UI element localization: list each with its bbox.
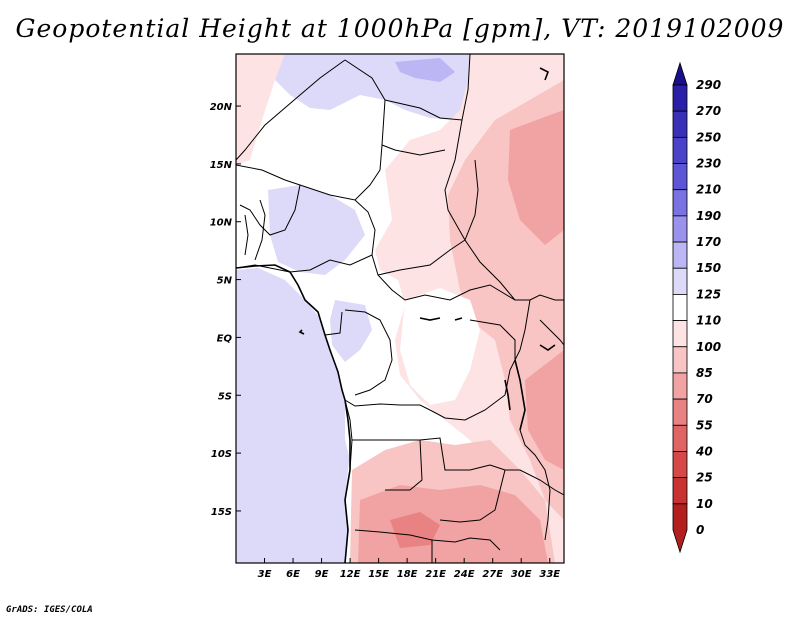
x-tick-label: 3E bbox=[258, 569, 272, 580]
colorbar-label: 170 bbox=[696, 235, 721, 249]
y-tick-label: 10S bbox=[211, 449, 232, 460]
colorbar-label: 150 bbox=[696, 261, 721, 275]
colorbar-label: 110 bbox=[696, 314, 721, 328]
colorbar-label: 25 bbox=[696, 471, 713, 485]
y-tick-label: 15N bbox=[210, 160, 233, 171]
footer-credit: GrADS: IGES/COLA bbox=[6, 605, 93, 615]
colorbar-label: 290 bbox=[696, 78, 721, 92]
y-tick-label: 10N bbox=[210, 218, 233, 229]
y-tick-label: 5N bbox=[217, 276, 233, 287]
colorbar-label: 210 bbox=[696, 183, 721, 197]
y-tick-label: EQ bbox=[217, 333, 233, 344]
height-field bbox=[236, 54, 564, 563]
colorbar-swatch bbox=[672, 110, 688, 138]
colorbar-swatch bbox=[672, 398, 688, 426]
x-tick-label: 30E bbox=[511, 569, 532, 580]
field-mid-pink-east bbox=[508, 110, 564, 245]
colorbar-label: 125 bbox=[696, 287, 721, 301]
colorbar-label: 100 bbox=[696, 340, 721, 354]
colorbar-label: 270 bbox=[696, 104, 721, 118]
x-tick-label: 33E bbox=[539, 569, 560, 580]
x-tick-label: 15E bbox=[368, 569, 389, 580]
x-tick-label: 18E bbox=[397, 569, 418, 580]
x-tick-label: 21E bbox=[425, 569, 446, 580]
colorbar: 2902702502302101901701501251101008570554… bbox=[672, 61, 721, 554]
colorbar-swatch bbox=[672, 503, 688, 554]
colorbar-label: 55 bbox=[696, 418, 713, 432]
colorbar-label: 40 bbox=[695, 444, 713, 458]
coastline-and-lakes bbox=[236, 67, 556, 563]
field-mid-pink-southeast bbox=[525, 350, 564, 470]
y-tick-label: 15S bbox=[211, 507, 232, 518]
field-mid-blue-north bbox=[395, 58, 455, 82]
x-tick-label: 24E bbox=[454, 569, 475, 580]
colorbar-swatch bbox=[672, 346, 688, 374]
colorbar-swatch bbox=[672, 477, 688, 505]
y-tick-label: 20N bbox=[210, 102, 233, 113]
colorbar-label: 85 bbox=[696, 366, 713, 380]
colorbar-swatch bbox=[672, 451, 688, 479]
colorbar-swatch bbox=[672, 320, 688, 348]
axis-ticks: 3E 6E 9E 12E 15E 18E 21E 24E 27E 30E 33E 20N 15N 10N 5… bbox=[210, 102, 561, 580]
x-tick-label: 12E bbox=[340, 569, 361, 580]
x-tick-label: 27E bbox=[482, 569, 503, 580]
x-tick-label: 6E bbox=[286, 569, 300, 580]
colorbar-swatch bbox=[672, 61, 688, 86]
colorbar-swatch bbox=[672, 163, 688, 191]
colorbar-label: 0 bbox=[696, 523, 704, 537]
colorbar-swatch bbox=[672, 294, 688, 321]
colorbar-swatch bbox=[672, 189, 688, 217]
field-white-congo bbox=[400, 288, 480, 405]
country-borders bbox=[236, 54, 564, 563]
colorbar-label: 70 bbox=[696, 392, 713, 406]
plot-frame bbox=[235, 53, 565, 564]
colorbar-swatch bbox=[672, 215, 688, 243]
field-light-blue-ocean bbox=[236, 268, 352, 563]
colorbar-swatch bbox=[672, 136, 688, 164]
colorbar-swatch bbox=[672, 267, 688, 295]
x-tick-label: 9E bbox=[315, 569, 329, 580]
colorbar-swatch bbox=[672, 424, 688, 452]
colorbar-swatch bbox=[672, 241, 688, 269]
field-light-blue-gabon bbox=[330, 300, 372, 362]
field-light-blue-sahel bbox=[268, 185, 365, 275]
colorbar-swatch bbox=[672, 84, 688, 112]
colorbar-label: 190 bbox=[696, 209, 721, 223]
colorbar-label: 250 bbox=[696, 130, 721, 144]
field-pale-pink-north-west bbox=[236, 54, 285, 165]
colorbar-label: 230 bbox=[696, 157, 721, 171]
field-white-angola bbox=[345, 400, 395, 468]
y-tick-label: 5S bbox=[218, 391, 232, 402]
colorbar-swatch bbox=[672, 372, 688, 400]
colorbar-label: 10 bbox=[696, 497, 713, 511]
page-title: Geopotential Height at 1000hPa [gpm], VT… bbox=[15, 14, 785, 43]
